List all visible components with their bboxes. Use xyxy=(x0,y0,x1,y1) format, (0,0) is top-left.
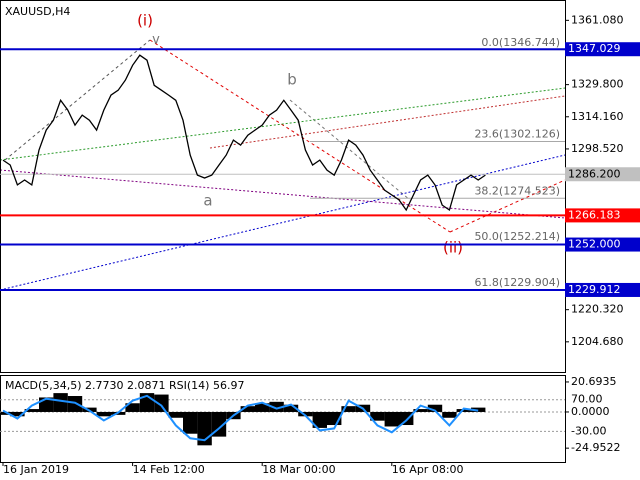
level-box xyxy=(565,282,640,297)
macd-bar xyxy=(96,411,111,417)
y-tick-label: -24.9522 xyxy=(571,441,620,454)
macd-bar xyxy=(370,411,385,421)
wave-label: (ii) xyxy=(443,239,463,257)
macd-bar xyxy=(283,404,299,412)
macd-bar xyxy=(125,403,140,412)
indicator-title: MACD(5,34,5) 2.7730 2.0871 RSI(14) 56.97 xyxy=(5,379,244,392)
level-label: 1347.029 xyxy=(568,42,621,55)
chart-title: XAUUSD,H4 xyxy=(5,5,70,18)
fib-label: 61.8(1229.904) xyxy=(474,276,560,289)
level-label: 1266.183 xyxy=(568,208,621,221)
price-label: 1286.200 xyxy=(568,167,621,180)
price-series xyxy=(2,54,486,212)
macd-bar xyxy=(413,409,428,412)
macd-bar xyxy=(399,411,414,426)
macd-bar xyxy=(298,411,313,417)
y2-tick-label: -30.00 xyxy=(571,424,606,437)
trend-line xyxy=(4,39,151,161)
macd-bar xyxy=(53,393,68,412)
trend-line xyxy=(149,39,451,233)
fib-label: 23.6(1302.126) xyxy=(474,128,560,141)
macd-bar xyxy=(67,396,83,412)
fib-label: 50.0(1252.214) xyxy=(474,230,560,243)
level-label: 1252.000 xyxy=(568,238,621,251)
x-tick-label: 18 Mar 00:00 xyxy=(262,463,335,476)
fib-label: 0.0(1346.744) xyxy=(481,36,560,49)
y-tick-label: 1329.800 xyxy=(571,78,624,91)
macd-bar xyxy=(384,411,399,427)
macd-bar xyxy=(341,406,356,412)
y-tick-label: 1361.080 xyxy=(571,13,624,26)
macd-bar xyxy=(183,411,198,434)
macd-bar xyxy=(240,406,255,412)
y-tick-label: 1204.680 xyxy=(571,335,624,348)
wave-label: (i) xyxy=(137,12,153,30)
x-tick-label: 16 Apr 08:00 xyxy=(392,463,464,476)
macd-bar xyxy=(269,401,284,412)
macd-bar xyxy=(24,409,39,412)
price-panel xyxy=(0,0,566,373)
macd-bar xyxy=(255,403,270,412)
trend-lines xyxy=(0,39,566,291)
price-box xyxy=(565,167,640,182)
rsi-line xyxy=(2,394,479,442)
wave-label: a xyxy=(203,192,212,210)
level-label: 1229.912 xyxy=(568,283,621,296)
wave-label: b xyxy=(287,71,297,89)
x-tick-label: 16 Jan 2019 xyxy=(3,463,69,476)
macd-bar xyxy=(427,404,443,412)
macd-bar xyxy=(312,411,327,428)
y-tick-label: 1314.160 xyxy=(571,110,624,123)
y-tick-label: 1220.320 xyxy=(571,303,624,316)
y2-tick-label: 70.00 xyxy=(571,393,603,406)
level-box xyxy=(565,237,640,252)
trend-line xyxy=(0,169,566,219)
macd-bar xyxy=(456,409,471,412)
y-tick-label: 1298.520 xyxy=(571,142,624,155)
macd-bar xyxy=(154,394,169,412)
y-tick-label: 20.6935 xyxy=(571,375,617,388)
level-box xyxy=(565,208,640,223)
fib-label: 38.2(1274.523) xyxy=(474,184,560,197)
trend-line xyxy=(0,87,566,161)
macd-bar xyxy=(442,411,457,418)
macd-bar xyxy=(10,411,25,417)
trend-line xyxy=(289,99,411,201)
trend-line xyxy=(0,154,566,291)
level-box xyxy=(565,42,640,57)
wave-label: v xyxy=(152,33,160,48)
macd-bar xyxy=(168,411,183,418)
indicator-panel xyxy=(0,375,566,463)
x-tick-label: 14 Feb 12:00 xyxy=(133,463,205,476)
y-tick-label: 0.0000 xyxy=(571,405,610,418)
